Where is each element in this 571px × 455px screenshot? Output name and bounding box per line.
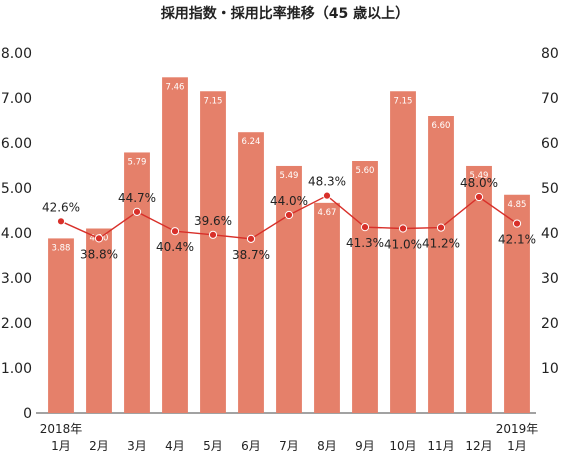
bar-value-label: 4.85 [508, 200, 527, 210]
line-point [56, 217, 66, 226]
bar-value-label: 5.49 [280, 171, 299, 181]
y-left-tick-label: 0 [23, 406, 32, 422]
x-axis-labels: 2018年 1月 2月 3月 4月 5月 6月 7月 8月 9月 10月 11月 12月 2019年 1月 [40, 422, 539, 453]
line-value-label: 38.8% [80, 247, 118, 261]
x-tick-label: 2018年 [40, 422, 83, 436]
bar-series: 3.884.105.797.467.156.245.494.675.607.15… [48, 77, 530, 414]
line-value-label: 48.0% [460, 176, 498, 190]
y-left-tick-label: 8.00 [1, 46, 32, 62]
y-right-tick-label: 80 [541, 46, 559, 62]
line-value-label: 41.0% [384, 238, 422, 252]
x-tick-label: 6月 [241, 439, 261, 453]
line-value-label: 39.6% [194, 214, 232, 228]
line-value-label: 44.0% [270, 194, 308, 208]
x-tick-label: 7月 [279, 439, 299, 453]
line-value-label: 42.1% [498, 233, 536, 247]
y-right-tick-label: 70 [541, 91, 559, 107]
line-point [322, 191, 332, 200]
bar [238, 132, 264, 413]
line-value-label: 41.3% [346, 236, 384, 250]
line-value-label: 41.2% [422, 237, 460, 251]
bar [124, 152, 150, 413]
y-right-tick-label: 20 [541, 316, 559, 332]
x-tick-label: 8月 [317, 439, 337, 453]
bar [352, 161, 378, 413]
y-left-tick-label: 1.00 [1, 361, 32, 377]
bar-value-label: 5.60 [356, 166, 375, 176]
y-right-tick-label: 60 [541, 136, 559, 152]
line-point [170, 227, 180, 236]
line-point [398, 224, 408, 233]
bar [48, 238, 74, 413]
bar [314, 202, 340, 413]
bar-value-label: 6.60 [432, 121, 451, 131]
y-left-tick-label: 5.00 [1, 181, 32, 197]
bar-value-label: 7.15 [204, 96, 223, 106]
y-right-tick-label: 30 [541, 271, 559, 287]
line-value-label: 40.4% [156, 240, 194, 254]
bar-value-label: 7.46 [166, 82, 185, 92]
y-left-tick-label: 3.00 [1, 271, 32, 287]
x-tick-label: 1月 [51, 439, 71, 453]
x-tick-label: 2019年 [496, 422, 539, 436]
x-tick-label: 1月 [507, 439, 527, 453]
x-tick-label: 9月 [355, 439, 375, 453]
bar [466, 165, 492, 413]
line-point [360, 223, 370, 232]
bar-value-label: 3.88 [52, 243, 71, 253]
bar [276, 165, 302, 413]
line-point [436, 223, 446, 232]
line-value-label: 48.3% [308, 175, 346, 189]
bar-value-label: 4.67 [318, 208, 337, 218]
x-tick-label: 3月 [127, 439, 147, 453]
line-value-label: 44.7% [118, 191, 156, 205]
bar [200, 91, 226, 413]
bar [86, 228, 112, 413]
x-tick-label: 12月 [465, 439, 492, 453]
line-series: 42.6% 38.8% 44.7% 40.4%39.6% 38.7% 44.0%48.3%… [42, 175, 536, 262]
y-left-tick-label: 4.00 [1, 226, 32, 242]
bar-value-label: 5.49 [470, 171, 489, 181]
bar [428, 116, 454, 413]
line-point [512, 219, 522, 228]
y-left-tick-label: 2.00 [1, 316, 32, 332]
bar-value-label: 6.24 [242, 137, 261, 147]
x-tick-label: 2月 [89, 439, 109, 453]
x-tick-label: 5月 [203, 439, 223, 453]
axes: 0 1.00 2.00 3.00 4.00 5.00 6.00 7.00 8.00 10 20 30 4… [1, 46, 559, 422]
line-point [246, 234, 256, 243]
bar [162, 77, 188, 414]
y-right-tick-label: 50 [541, 181, 559, 197]
bar [390, 91, 416, 413]
line-point [132, 207, 142, 216]
y-left-tick-label: 7.00 [1, 91, 32, 107]
y-left-tick-label: 6.00 [1, 136, 32, 152]
line-point [94, 234, 104, 243]
x-tick-label: 11月 [427, 439, 454, 453]
line-point [208, 230, 218, 239]
bar [504, 194, 530, 413]
x-tick-label: 10月 [389, 439, 416, 453]
x-tick-label: 4月 [165, 439, 185, 453]
y-right-tick-label: 40 [541, 226, 559, 242]
bar-value-label: 5.79 [128, 157, 147, 167]
chart-title: 採用指数・採用比率推移（45 歳以上） [161, 5, 409, 22]
y-right-tick-label: 10 [541, 361, 559, 377]
line-point [474, 192, 484, 202]
line-value-label: 42.6% [42, 200, 80, 214]
bar-value-label: 7.15 [394, 96, 413, 106]
line-value-label: 38.7% [232, 248, 270, 262]
line-point [284, 210, 294, 220]
